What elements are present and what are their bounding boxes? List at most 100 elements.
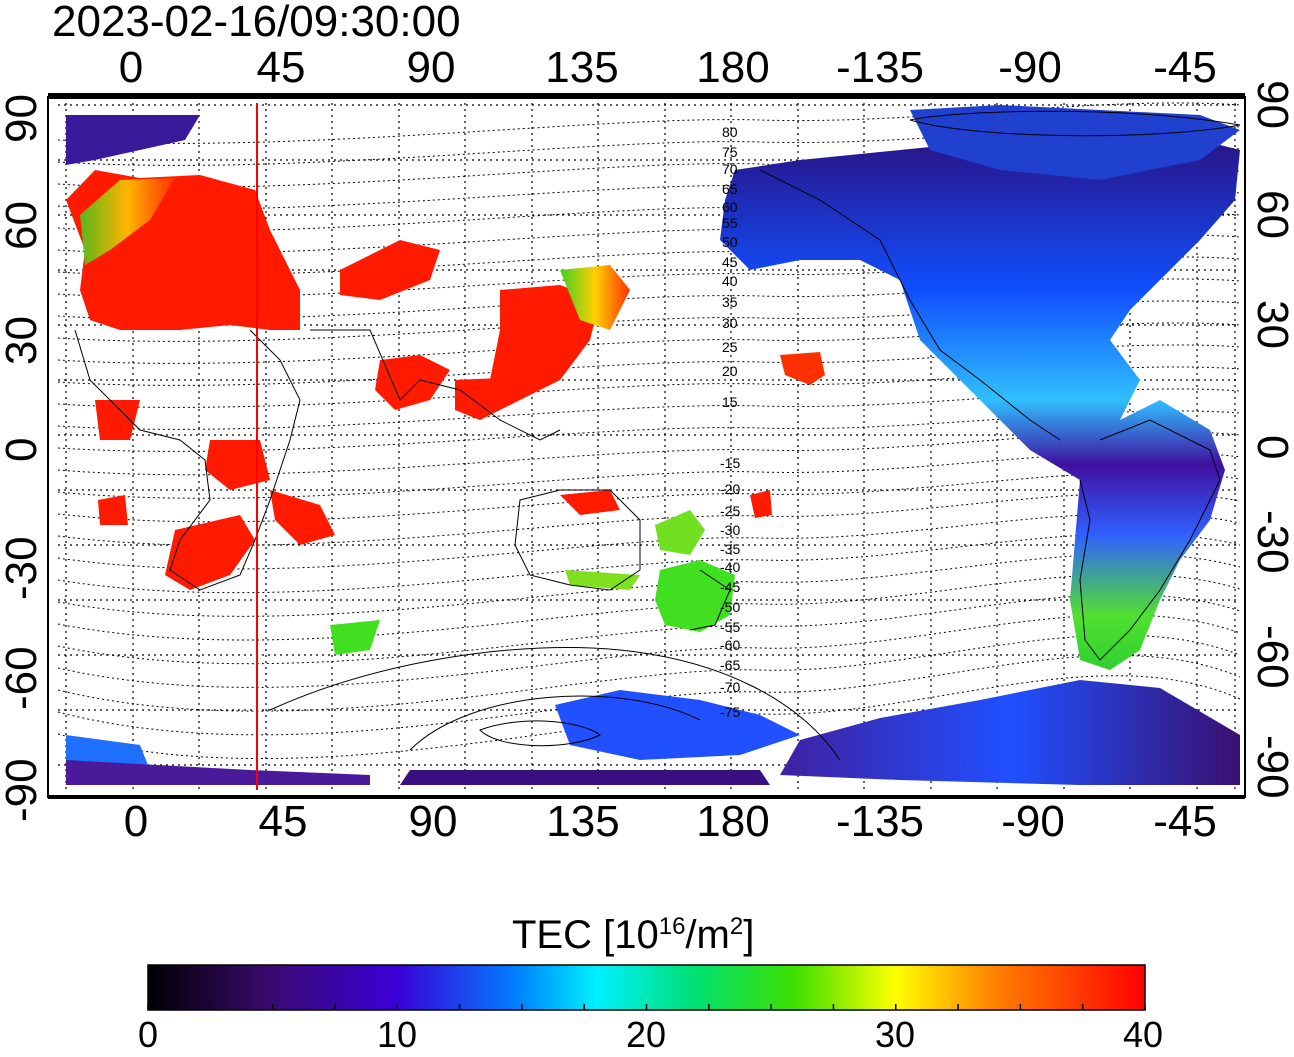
colorbar-tick-label: 0 bbox=[137, 1014, 159, 1055]
tec-patch-north-america bbox=[720, 130, 1240, 670]
contour-label: -60 bbox=[720, 637, 741, 653]
contour-label: -55 bbox=[720, 619, 741, 635]
bottom-lon-label: 90 bbox=[408, 797, 458, 846]
colorbar-title-close: ] bbox=[743, 913, 755, 957]
magnetic-contour bbox=[57, 573, 1241, 641]
bottom-lon-label: -90 bbox=[1001, 797, 1065, 846]
left-lat-label: 90 bbox=[0, 94, 46, 143]
timestamp-title: 2023-02-16/09:30:00 bbox=[52, 0, 461, 46]
contour-label: 15 bbox=[722, 394, 738, 410]
tec-patch-africa-south bbox=[165, 515, 255, 590]
left-lat-label: 0 bbox=[0, 437, 46, 462]
colorbar-tick-label: 20 bbox=[625, 1014, 667, 1055]
magnetic-contour bbox=[57, 102, 1241, 144]
tec-patch-africa-west bbox=[98, 495, 128, 525]
right-lat-label: 30 bbox=[1248, 300, 1294, 349]
contour-label: 50 bbox=[722, 234, 738, 250]
bottom-lon-label: 45 bbox=[258, 797, 308, 846]
tec-patch-nz bbox=[655, 560, 735, 632]
magnetic-contour bbox=[57, 675, 1241, 760]
colorbar-title-unit: /m bbox=[685, 913, 730, 957]
magnetic-contour bbox=[57, 634, 1241, 712]
top-lon-label: 45 bbox=[256, 43, 306, 92]
contour-label: 45 bbox=[722, 254, 738, 270]
tec-patch-fiji bbox=[750, 490, 772, 518]
tec-patch-antarctica-west bbox=[780, 680, 1240, 785]
tec-patch-australia-north bbox=[560, 490, 620, 515]
top-lon-label: 180 bbox=[696, 43, 770, 92]
contour-label: 70 bbox=[722, 161, 738, 177]
right-lat-label: -90 bbox=[1248, 735, 1294, 799]
tec-patch-south-left-low bbox=[66, 760, 370, 785]
right-lat-label: -30 bbox=[1248, 510, 1294, 574]
tec-patch-japan bbox=[560, 265, 630, 330]
tec-patch-africa-central bbox=[205, 440, 270, 490]
magnetic-contour bbox=[57, 594, 1241, 665]
contour-label: -20 bbox=[720, 481, 741, 497]
colorbar-title-main: TEC [10 bbox=[512, 913, 659, 957]
contour-label: -40 bbox=[720, 559, 741, 575]
right-lat-label: 90 bbox=[1248, 80, 1294, 129]
bottom-lon-label: 180 bbox=[696, 797, 770, 846]
left-lat-label: -60 bbox=[0, 646, 46, 710]
contour-label: -30 bbox=[720, 522, 741, 538]
contour-label: 40 bbox=[722, 273, 738, 289]
bottom-lon-label: -135 bbox=[835, 797, 925, 846]
bottom-lon-label: -45 bbox=[1153, 797, 1217, 846]
magnetic-contour bbox=[57, 553, 1241, 617]
tec-patch-madagascar bbox=[270, 490, 335, 545]
contour-label: 60 bbox=[722, 199, 738, 215]
right-lat-label: 60 bbox=[1248, 190, 1294, 239]
colorbar-title: TEC [1016/m2] bbox=[512, 905, 754, 957]
contour-label: -25 bbox=[720, 503, 741, 519]
contour-label: 35 bbox=[722, 294, 738, 310]
coastlines bbox=[74, 110, 1241, 761]
top-lon-label: 90 bbox=[406, 43, 456, 92]
tec-data-layer bbox=[66, 105, 1240, 785]
left-lat-label: -30 bbox=[0, 536, 46, 600]
contour-label: -15 bbox=[720, 455, 741, 471]
colorbar-tick-label: 10 bbox=[376, 1014, 418, 1055]
colorbar-tick-label: 40 bbox=[1122, 1014, 1164, 1055]
tec-patch-india bbox=[375, 355, 450, 410]
contour-label: 65 bbox=[722, 181, 738, 197]
top-lon-label: -45 bbox=[1153, 43, 1217, 92]
tec-patch-south-pole-strip bbox=[400, 770, 770, 785]
tec-patch-sea bbox=[455, 378, 520, 420]
contour-label: 55 bbox=[722, 215, 738, 231]
colorbar-title-unit-exponent: 2 bbox=[729, 913, 744, 940]
colorbar bbox=[147, 964, 1146, 1011]
colorbar-minor-ticks bbox=[147, 1004, 1146, 1010]
colorbar-tick-label: 30 bbox=[874, 1014, 916, 1055]
tec-patch-hawaii bbox=[780, 352, 825, 385]
contour-label: -35 bbox=[720, 541, 741, 557]
left-lat-label: 30 bbox=[0, 316, 46, 365]
contour-label: 30 bbox=[722, 315, 738, 331]
tec-patch-africa-north bbox=[95, 400, 140, 440]
right-lat-label: -60 bbox=[1248, 625, 1294, 689]
tec-patch-arctic-left bbox=[66, 115, 200, 165]
contour-label: -75 bbox=[720, 704, 741, 720]
contour-label: -45 bbox=[720, 579, 741, 595]
tec-patch-indian-ocean bbox=[330, 620, 380, 655]
top-lon-label: -90 bbox=[998, 43, 1062, 92]
bottom-lon-label: 135 bbox=[546, 797, 620, 846]
tec-patch-asia-2 bbox=[490, 285, 600, 400]
top-lon-label: 0 bbox=[118, 43, 144, 92]
tec-patch-europe-gradient bbox=[80, 178, 175, 265]
tec-patch-antarctica-east bbox=[555, 690, 800, 760]
colorbar-title-exponent: 16 bbox=[658, 913, 686, 940]
contour-label: -50 bbox=[720, 599, 741, 615]
tec-patch-south-australia bbox=[565, 570, 640, 590]
right-lat-label: 0 bbox=[1248, 435, 1294, 460]
top-lon-label: 135 bbox=[545, 43, 619, 92]
contour-label: -65 bbox=[720, 657, 741, 673]
frame-tick-bars bbox=[48, 93, 1245, 799]
left-lat-label: 60 bbox=[0, 201, 46, 250]
magnetic-contour bbox=[57, 614, 1241, 688]
contour-label: -70 bbox=[720, 679, 741, 695]
tec-patch-asia-1 bbox=[340, 240, 440, 300]
left-lat-label: -90 bbox=[0, 758, 46, 822]
tec-patch-nz-north bbox=[655, 510, 705, 555]
